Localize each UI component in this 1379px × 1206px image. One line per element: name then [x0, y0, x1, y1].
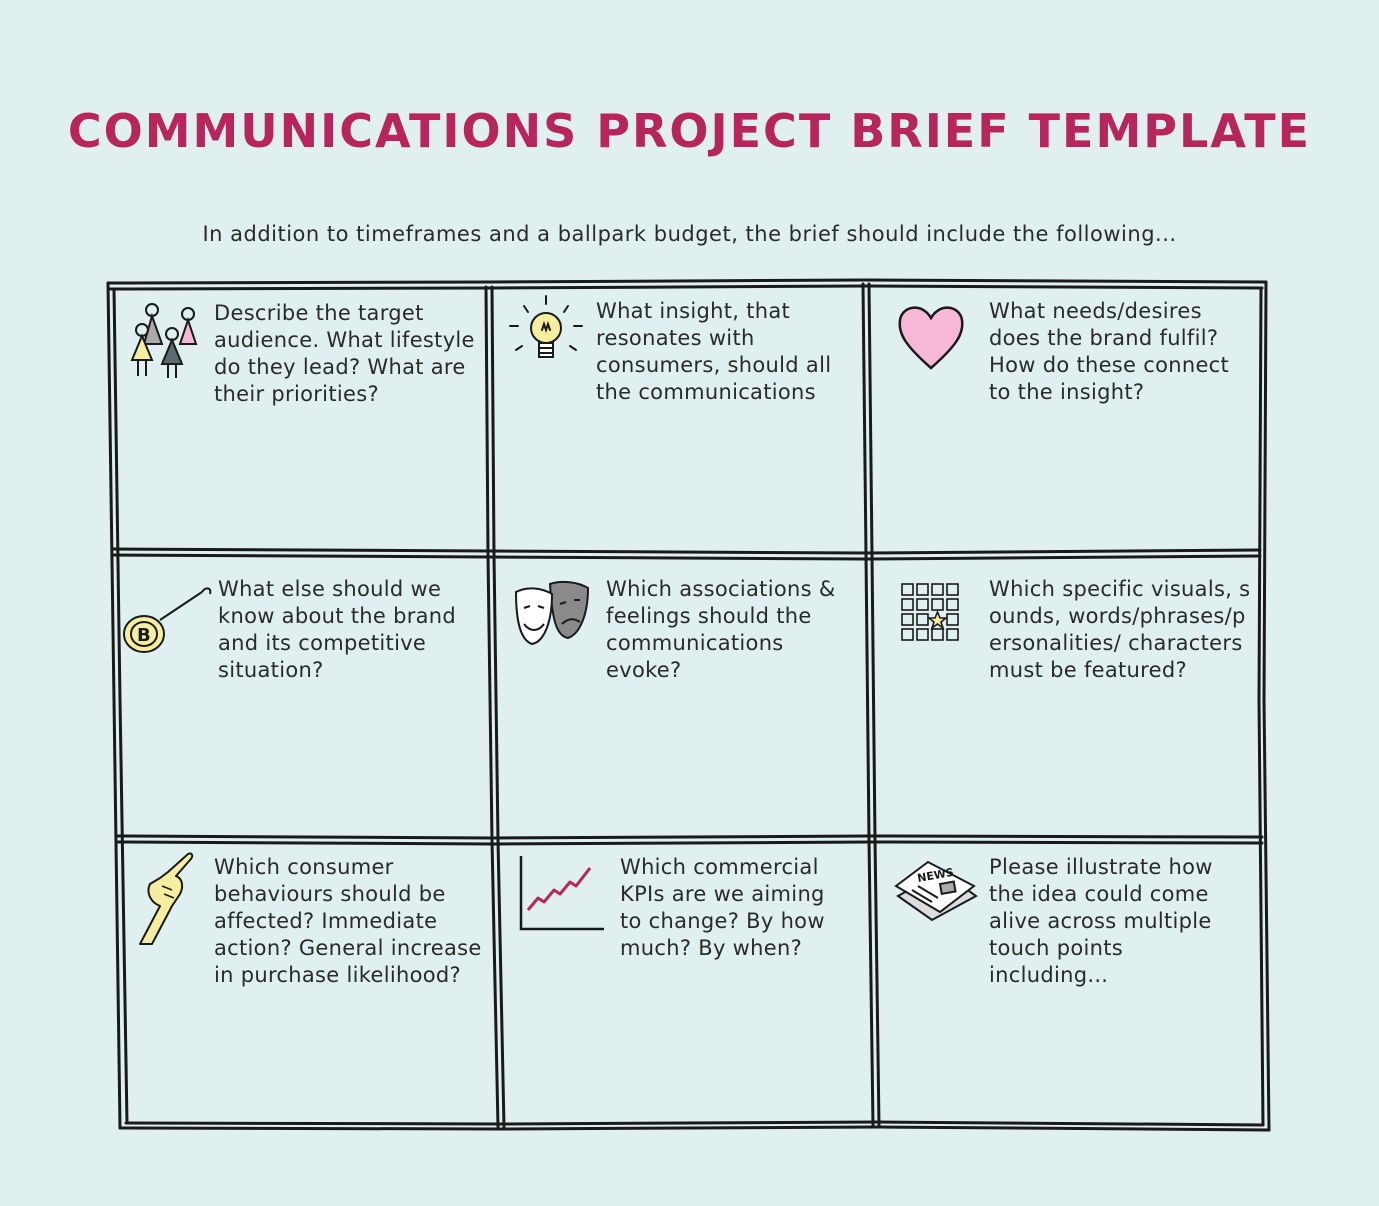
cell-text: What else should we know about the brand…	[218, 577, 457, 682]
page-subtitle: In addition to timeframes and a ballpark…	[202, 222, 1177, 246]
cell-target-audience: Describe the target audience. What lifes…	[118, 296, 486, 546]
coin-pin-icon: B	[123, 587, 212, 653]
pointing-hand-icon	[139, 852, 194, 945]
grid-star-icon	[901, 583, 959, 641]
cell-brand: B What else should we know about the bra…	[118, 572, 486, 832]
cell-text: Which consumer behaviours should be affe…	[214, 855, 482, 987]
cell-touchpoints: NEWS Please illustrate how the idea coul…	[884, 850, 1258, 1120]
cell-text: Which commercial KPIs are we aiming to c…	[620, 855, 825, 960]
people-icon	[130, 303, 198, 378]
newspaper-label: NEWS	[916, 866, 955, 885]
cell-text: What insight, that resonates with consum…	[596, 299, 832, 404]
theatre-masks-icon	[514, 580, 590, 646]
line-chart-icon	[519, 856, 604, 931]
cell-text: Please illustrate how the idea could com…	[989, 855, 1213, 987]
cell-text: What needs/desires does the brand fulfil…	[989, 299, 1230, 404]
newspaper-icon: NEWS	[894, 860, 978, 922]
cell-visuals: Which specific visuals, sounds, words/ph…	[880, 572, 1256, 832]
cell-text: Describe the target audience. What lifes…	[214, 301, 475, 406]
cell-text: Which associations & feelings should the…	[606, 577, 836, 682]
cell-kpis: Which commercial KPIs are we aiming to c…	[508, 850, 870, 1120]
heart-icon	[898, 306, 964, 370]
cell-behaviours: Which consumer behaviours should be affe…	[124, 850, 494, 1120]
coin-letter: B	[137, 625, 151, 646]
cell-insight: What insight, that resonates with consum…	[496, 294, 860, 544]
lightbulb-icon	[509, 295, 583, 358]
cell-text: Which specific visuals, sounds, words/ph…	[989, 577, 1251, 682]
cell-needs: What needs/desires does the brand fulfil…	[876, 294, 1256, 544]
cell-associations: Which associations & feelings should the…	[500, 572, 862, 832]
page-title: COMMUNICATIONS PROJECT BRIEF TEMPLATE	[67, 104, 1312, 158]
